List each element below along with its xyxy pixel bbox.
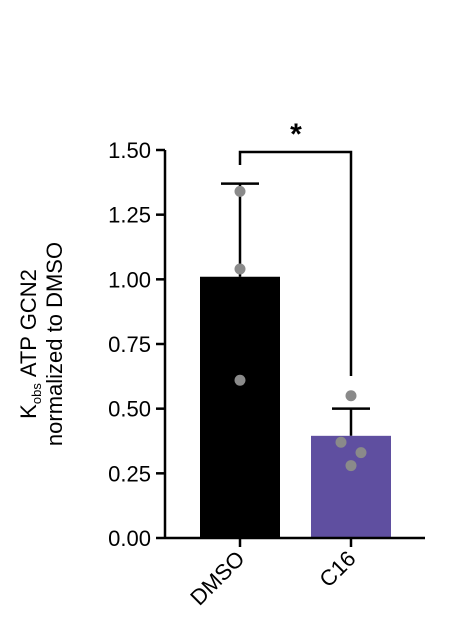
y-label-subscript: obs: [29, 383, 44, 404]
y-tick-label: 0.25: [108, 461, 151, 486]
significance-bracket: [238, 150, 353, 376]
data-point: [234, 374, 246, 386]
y-tick-label: 0.75: [108, 332, 151, 357]
significance-star: *: [290, 118, 302, 151]
y-tick-label: 1.00: [108, 267, 151, 292]
data-point: [234, 263, 246, 275]
y-tick-label: 1.25: [108, 203, 151, 228]
data-point: [335, 436, 347, 448]
y-tick-label: 1.50: [108, 138, 151, 163]
y-label-line1: Kobs ATP GCN2: [16, 269, 44, 419]
y-label-rest: ATP GCN2: [16, 269, 41, 377]
x-tick-label: DMSO: [185, 546, 249, 610]
y-tick-label: 0.00: [108, 526, 151, 551]
bar: [311, 435, 391, 538]
y-tick-label: 0.50: [108, 397, 151, 422]
data-point: [345, 390, 357, 402]
bar: [200, 276, 280, 538]
y-axis-label: Kobs ATP GCN2 normalized to DMSO: [16, 242, 67, 446]
y-label-k: K: [16, 404, 41, 419]
data-point: [355, 447, 367, 459]
data-point: [234, 185, 246, 197]
y-label-line2: normalized to DMSO: [42, 242, 67, 446]
data-point: [345, 460, 357, 472]
x-tick-label: C16: [314, 546, 360, 592]
